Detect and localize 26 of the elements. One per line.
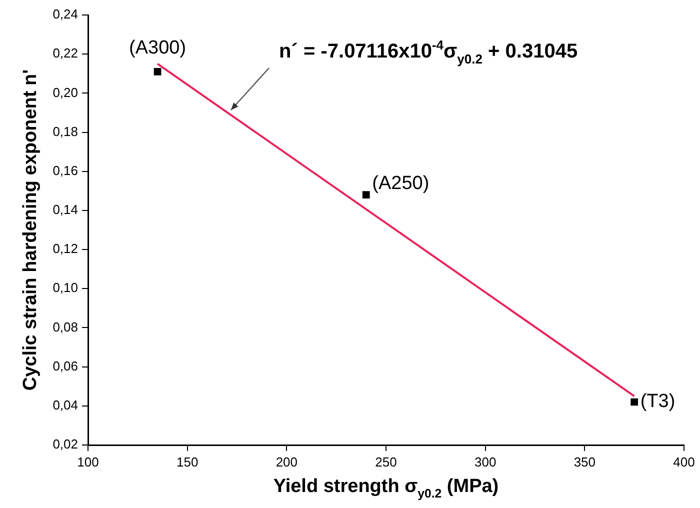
x-tick-label: 300 — [474, 454, 496, 470]
annotation: (T3) — [640, 391, 676, 412]
x-tick-label: 350 — [574, 454, 596, 470]
y-tick-label: 0,08 — [52, 319, 78, 334]
y-tick-label: 0,22 — [52, 46, 78, 61]
y-tick-label: 0,12 — [52, 241, 78, 256]
y-tick-label: 0,24 — [52, 6, 78, 22]
y-tick-label: 0,16 — [52, 162, 78, 178]
point — [154, 68, 162, 76]
x-tick-label: 200 — [276, 454, 298, 470]
y-tick-label: 0,14 — [52, 202, 78, 218]
point — [362, 191, 370, 198]
x-tick-label: 100 — [77, 454, 99, 470]
y-tick-label: 0,10 — [52, 280, 78, 296]
annotation: (A300) — [129, 38, 186, 59]
point — [630, 398, 638, 406]
y-tick-label: 0,02 — [52, 436, 78, 452]
y-tick-label: 0,20 — [52, 84, 78, 100]
y-tick-label: 0,18 — [52, 124, 78, 139]
y-tick-label: 0,06 — [52, 358, 78, 374]
y-axis-title: Cyclic strain hardening exponent n' — [20, 69, 41, 391]
x-tick-label: 150 — [176, 454, 198, 470]
x-tick-label: 250 — [375, 454, 397, 470]
y-tick-label: 0,04 — [52, 397, 78, 412]
x-tick-label: 400 — [673, 454, 695, 470]
annotation: (A250) — [372, 172, 430, 194]
